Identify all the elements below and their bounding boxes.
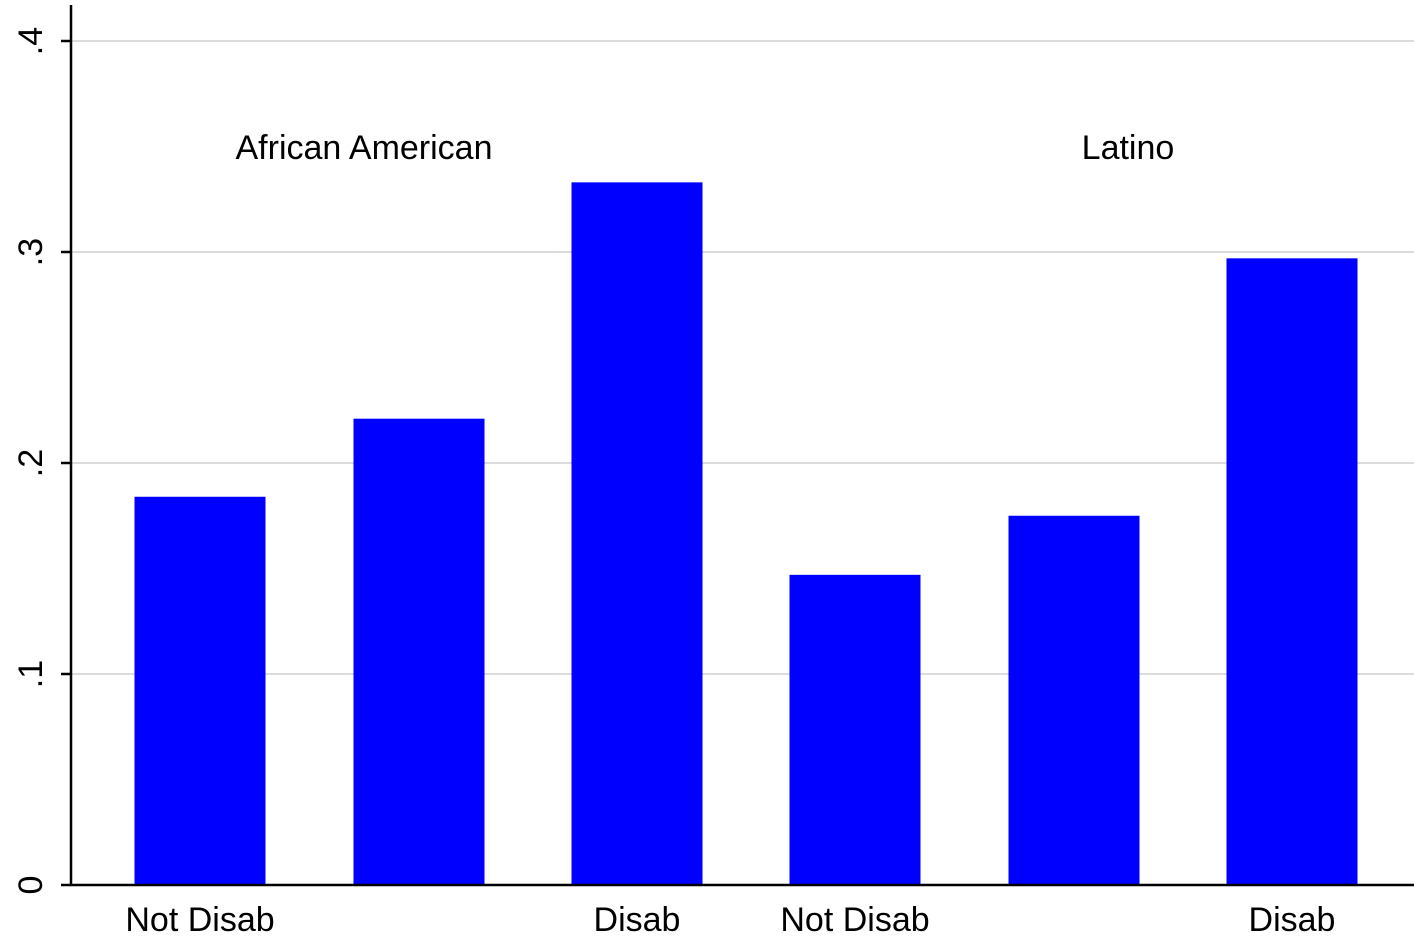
bar [1008, 515, 1140, 885]
bar [571, 182, 703, 885]
x-category-label: Not Disab [780, 901, 929, 939]
bar [134, 496, 266, 885]
bar [789, 574, 921, 885]
group-labels: African American Latino [236, 129, 1175, 167]
group-label-african-american: African American [236, 129, 493, 167]
gridlines [71, 40, 1414, 675]
x-category-label: Disab [1249, 901, 1336, 939]
group-label-latino: Latino [1082, 129, 1175, 167]
bar [353, 418, 485, 885]
x-category-labels: Not Disab Disab Not Disab Disab [125, 901, 1335, 939]
axes [69, 5, 1414, 887]
y-tick-label: .2 [12, 449, 50, 477]
bar [1226, 258, 1358, 886]
y-tick-label: .4 [12, 27, 50, 55]
x-category-label: Not Disab [125, 901, 274, 939]
y-tick-label: .1 [12, 660, 50, 688]
y-tick-label: .3 [12, 238, 50, 266]
y-ticks: 0 .1 .2 .3 .4 [12, 27, 71, 895]
bars [134, 182, 1358, 886]
y-tick-label: 0 [12, 876, 50, 895]
x-category-label: Disab [594, 901, 681, 939]
